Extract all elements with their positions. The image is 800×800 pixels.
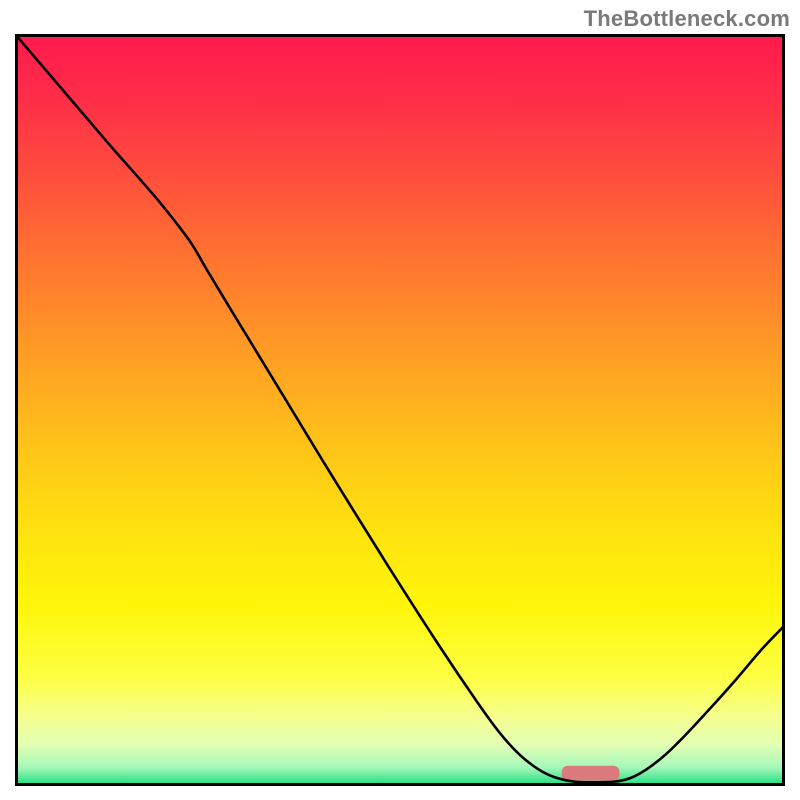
plot-area bbox=[15, 34, 785, 786]
plot-svg bbox=[15, 34, 785, 786]
chart-container: TheBottleneck.com bbox=[0, 0, 800, 800]
gradient-background bbox=[15, 34, 785, 786]
optimum-marker bbox=[562, 766, 620, 781]
watermark-text: TheBottleneck.com bbox=[584, 6, 790, 32]
